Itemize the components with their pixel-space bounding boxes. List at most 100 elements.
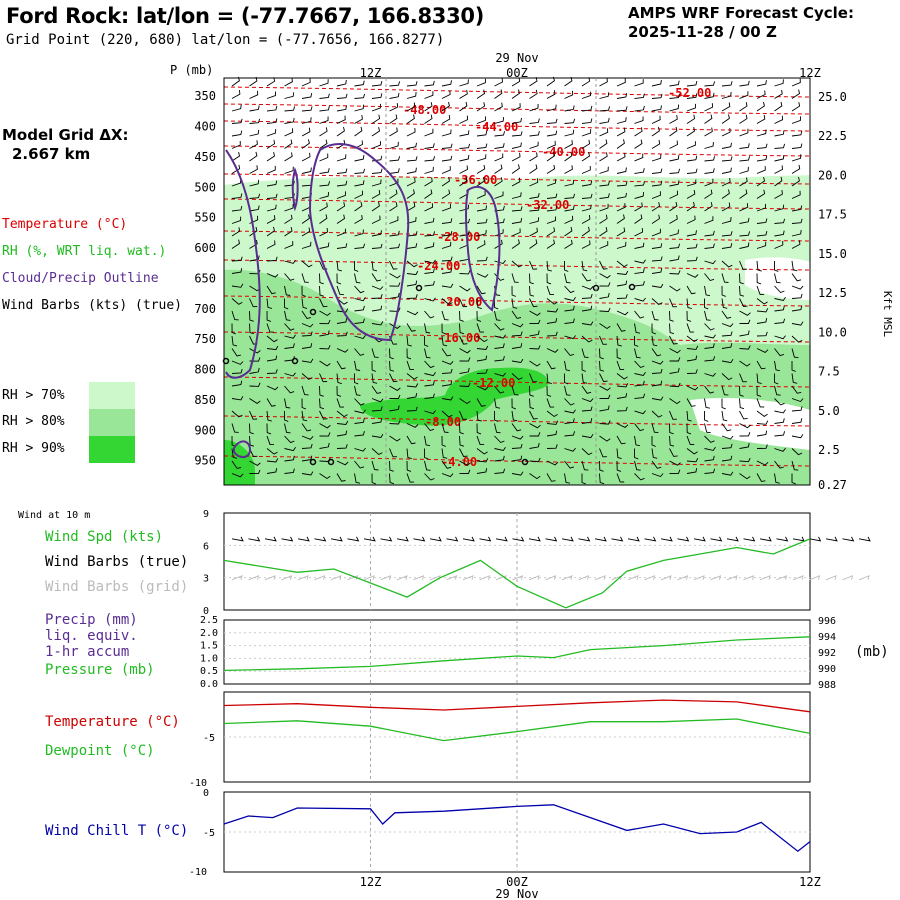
wind-barb-grid	[792, 575, 804, 581]
wind-barb	[424, 435, 431, 447]
wind-barb	[354, 318, 365, 324]
wind-barb	[319, 202, 328, 212]
wind-barb	[704, 168, 715, 174]
wind-barb	[791, 130, 803, 137]
wind-barb	[739, 203, 749, 212]
wind-barb	[704, 372, 716, 377]
wind-barb	[529, 385, 534, 397]
wind-barb	[511, 331, 523, 337]
wind-barb	[406, 92, 417, 99]
wind-barb	[459, 154, 470, 162]
wind-barb	[704, 323, 715, 331]
wind-barb	[301, 214, 310, 224]
wind-barb	[389, 394, 401, 400]
wind-barb-grid	[759, 575, 771, 581]
wind-barb	[476, 298, 482, 310]
wind-barb	[249, 460, 261, 466]
wind-barb	[336, 385, 342, 397]
wind-barb	[669, 460, 681, 466]
wind-barb	[704, 81, 716, 87]
wind-barb	[651, 323, 656, 335]
wind-barb	[406, 260, 418, 268]
wind-barb	[441, 323, 446, 335]
wind-barb	[231, 473, 244, 478]
wind-barb	[686, 168, 698, 174]
wind-barb	[599, 128, 609, 137]
wind-barb	[511, 260, 523, 268]
wind-barb	[756, 473, 766, 482]
wind-barb	[476, 130, 488, 137]
wind-barb	[354, 398, 365, 406]
isotherm-label: -4.00	[441, 455, 477, 469]
bottom-date-label: 29 Nov	[495, 887, 538, 900]
wind-barb	[494, 334, 506, 339]
wind-barb	[284, 455, 295, 462]
wind-barb	[231, 423, 239, 433]
wind-barb	[704, 216, 714, 224]
wind-barb	[721, 114, 730, 124]
wind-barb	[774, 305, 785, 312]
wind-barb	[669, 229, 679, 237]
wind-barb	[669, 80, 680, 87]
wind-barb	[371, 103, 381, 112]
wind-barb	[476, 240, 486, 249]
wind-barb	[546, 430, 558, 437]
wind-barb	[249, 469, 261, 475]
wind-barb	[441, 348, 452, 357]
wind-barb	[774, 115, 784, 124]
height-tick-label: 25.0	[818, 90, 847, 104]
wind-barb	[564, 447, 576, 452]
wind-barb-grid	[627, 575, 639, 581]
wind-barb	[371, 201, 380, 212]
wind-barb	[476, 398, 486, 407]
wind-barb	[354, 460, 365, 469]
wind-barb	[529, 319, 541, 325]
wind-barb	[634, 323, 641, 334]
wind-barb	[301, 152, 311, 162]
wind-barb	[529, 345, 541, 350]
wind-barb	[494, 310, 501, 321]
wind-barb	[494, 385, 505, 394]
wind-barb	[669, 93, 681, 99]
wind-barb	[284, 447, 296, 452]
wind-barb	[669, 435, 675, 447]
wind-barb	[616, 435, 626, 445]
wind-barb	[546, 227, 556, 237]
wind-barb	[756, 176, 766, 187]
wind-barb	[406, 102, 416, 112]
wind-barb	[704, 202, 713, 212]
wind-barb	[529, 298, 538, 308]
wind-barb	[774, 230, 785, 237]
wind-barb	[546, 216, 557, 224]
wind-barb	[319, 432, 331, 437]
wind-barb	[529, 330, 540, 337]
wind-barb-grid	[363, 575, 375, 581]
wind-barb	[319, 139, 328, 149]
wind-barb	[739, 217, 750, 224]
wind-barb	[336, 93, 348, 99]
wind-barb	[599, 394, 611, 399]
wind-barb	[581, 348, 589, 358]
isotherm-line	[223, 145, 811, 157]
wind-barb	[336, 373, 342, 385]
wind-barb	[651, 79, 662, 87]
wind-barb	[494, 153, 504, 162]
wind-barb	[791, 78, 801, 87]
wind-barb	[336, 260, 343, 272]
wind-barb	[546, 118, 558, 124]
wind-barb	[424, 323, 431, 334]
wind-barb	[634, 473, 645, 481]
wind-barb	[441, 230, 453, 237]
wind-barb-grid	[693, 575, 705, 581]
wind-barb	[581, 293, 593, 299]
wind-barb	[336, 348, 349, 353]
cloud-outline	[225, 143, 501, 458]
wind-barb	[651, 360, 664, 365]
precip-label: Precip (mm) liq. equiv. 1-hr accum	[45, 612, 138, 660]
legend-rh80-label: RH > 80%	[2, 414, 65, 429]
wind-barb	[739, 231, 751, 237]
wind-barb	[616, 460, 622, 472]
wind-barb	[249, 151, 258, 162]
wind-barb	[616, 473, 625, 483]
wind-barb	[249, 367, 260, 374]
